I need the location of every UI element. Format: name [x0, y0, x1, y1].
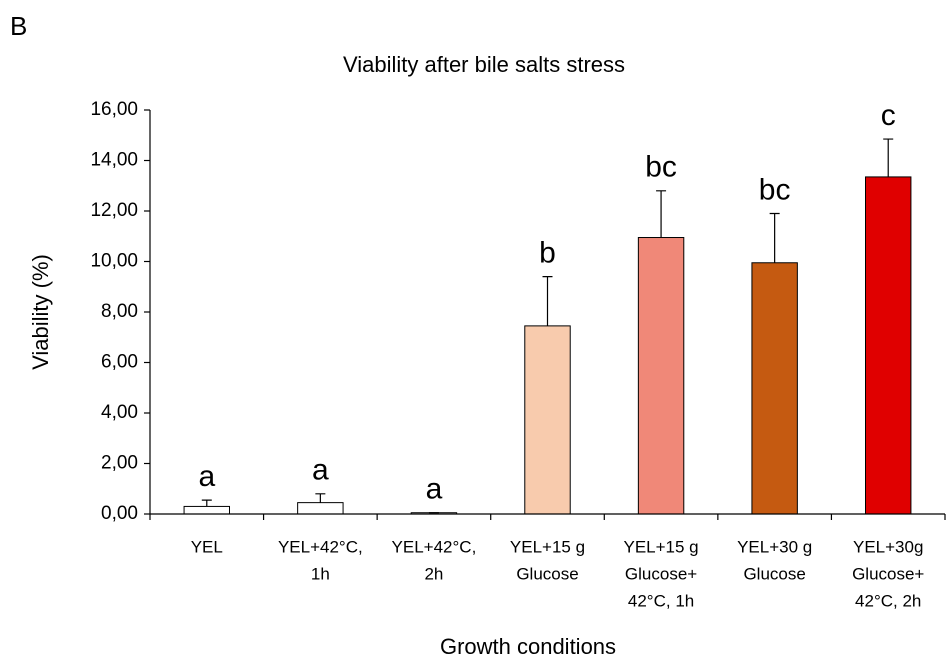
- annotation: bc: [645, 151, 677, 184]
- annotation: a: [426, 473, 443, 506]
- bar: [751, 262, 798, 515]
- panel-label: B: [10, 11, 27, 41]
- annotation: a: [198, 460, 215, 493]
- x-tick-label: 1h: [311, 564, 330, 583]
- bar: [297, 502, 344, 515]
- annotation: c: [881, 99, 896, 132]
- x-tick-label: YEL+42°C,: [278, 537, 363, 556]
- y-tick-label: 0,00: [101, 503, 138, 524]
- y-tick-label: 8,00: [101, 301, 138, 322]
- x-tick-label: Glucose+: [852, 564, 924, 583]
- annotation: bc: [759, 173, 791, 206]
- y-tick-label: 14,00: [90, 150, 138, 171]
- y-tick-label: 12,00: [90, 200, 138, 221]
- x-tick-label: YEL+30g: [853, 537, 923, 556]
- error-bar: [883, 138, 894, 177]
- chart-title: Viability after bile salts stress: [343, 52, 625, 77]
- x-tick-label: 2h: [424, 564, 443, 583]
- y-tick-label: 2,00: [101, 453, 138, 474]
- error-bar: [769, 212, 780, 263]
- error-bar: [315, 493, 326, 503]
- x-tick-label: YEL+30 g: [737, 537, 812, 556]
- y-axis-label: Viability (%): [28, 254, 53, 370]
- x-tick-label: Glucose: [516, 564, 578, 583]
- bar: [637, 237, 685, 515]
- x-axis-label: Growth conditions: [440, 634, 616, 659]
- error-bar: [656, 190, 667, 238]
- x-tick-label: Glucose: [743, 564, 805, 583]
- y-tick-label: 10,00: [90, 251, 138, 272]
- bar: [524, 325, 571, 515]
- annotation: b: [539, 237, 556, 270]
- x-tick-label: YEL+15 g: [623, 537, 698, 556]
- y-tick-label: 16,00: [90, 99, 138, 120]
- bar: [865, 176, 912, 515]
- y-tick-label: 6,00: [101, 352, 138, 373]
- y-tick-label: 4,00: [101, 402, 138, 423]
- x-tick-label: YEL+15 g: [510, 537, 585, 556]
- x-tick-label: YEL+42°C,: [392, 537, 477, 556]
- bar: [183, 505, 230, 515]
- annotation: a: [312, 454, 329, 487]
- x-tick-label: YEL: [191, 537, 223, 556]
- x-tick-label: 42°C, 2h: [855, 591, 921, 610]
- x-tick-label: Glucose+: [625, 564, 697, 583]
- x-tick-label: 42°C, 1h: [628, 591, 694, 610]
- error-bar: [201, 499, 212, 507]
- error-bar: [542, 276, 553, 326]
